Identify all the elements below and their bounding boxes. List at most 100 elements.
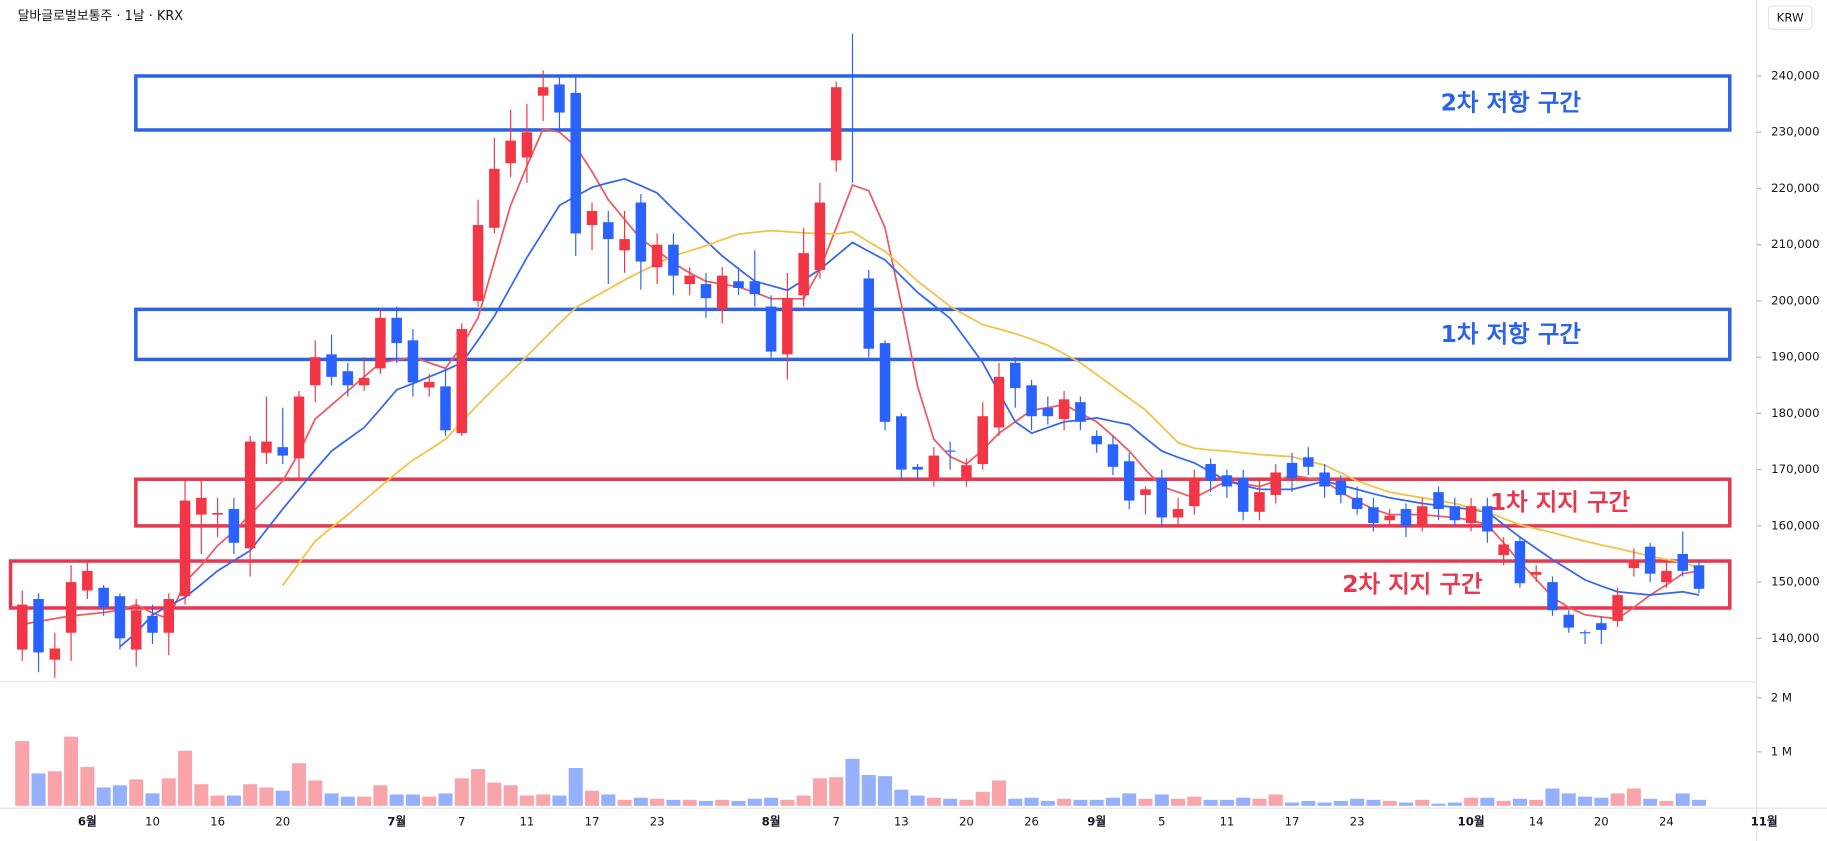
candle-body (668, 244, 679, 276)
candle-body (65, 582, 77, 633)
chart-title: 달바글로벌보통주 · 1날 · KRX (18, 9, 184, 24)
candle-body (1498, 544, 1509, 556)
axes: 240,000 230,000 220,000 210,000 200,000 190,0… (78, 68, 1820, 828)
zone-label: 1차 저항 구간 (1441, 320, 1582, 348)
candle-body (814, 202, 826, 271)
candle-body (1189, 478, 1200, 507)
candle-body (49, 648, 61, 660)
volume-bar (340, 796, 355, 806)
candle-body (1596, 623, 1607, 630)
volume-bar (259, 787, 274, 806)
candle-body (147, 615, 158, 633)
candle-body (1612, 595, 1623, 621)
volume-bar (1252, 798, 1267, 806)
volume-bar (1464, 797, 1479, 806)
volume-bar (47, 771, 62, 806)
x-tick-label: 5 (1158, 815, 1165, 829)
zone-label: 2차 지지 구간 (1342, 570, 1483, 598)
volume-bar (454, 778, 469, 806)
volume-bar (1187, 796, 1202, 806)
zone-box (134, 477, 1732, 528)
volume-bar (405, 794, 420, 806)
candle-body (749, 281, 761, 295)
volume-bar (845, 758, 860, 806)
volume-bar (324, 793, 339, 806)
candle-body (830, 87, 842, 161)
candle-body (782, 298, 793, 355)
candle-body (765, 306, 777, 352)
volume-bar (959, 799, 974, 806)
candle-body (310, 357, 321, 386)
candle-body (440, 386, 451, 431)
candle-body (1010, 362, 1021, 389)
candle-body (33, 598, 44, 653)
candle-body (554, 84, 565, 113)
volume-bar (682, 799, 697, 806)
volume-bar (731, 800, 746, 806)
candle-body (212, 512, 223, 515)
volume-bar (15, 741, 30, 806)
candle-body (684, 275, 695, 285)
currency-box[interactable] (1767, 5, 1813, 30)
volume-bar (715, 799, 730, 806)
volume-bar (1089, 799, 1104, 806)
volume-bar (1578, 796, 1593, 806)
x-tick-label: 17 (585, 815, 600, 829)
volume-bar (1154, 794, 1169, 806)
volume-bar (1643, 798, 1658, 806)
volume-bar (1398, 802, 1413, 806)
y-tick-label: 160,000 (1771, 518, 1819, 532)
currency-label[interactable]: KRW (1777, 11, 1804, 25)
x-tick-label: 7월 (387, 815, 406, 829)
candle-body (391, 317, 402, 344)
volume-bar (633, 797, 648, 806)
x-tick-label: 8월 (762, 815, 781, 829)
x-tick-label: 10 (145, 815, 160, 829)
volume-bar (1350, 798, 1365, 806)
candle-body (879, 343, 891, 422)
candle-body (375, 317, 386, 369)
volume-bar (1008, 798, 1023, 806)
candle-body (114, 596, 126, 639)
x-tick-label: 9월 (1087, 815, 1106, 829)
x-tick-label: 20 (275, 815, 290, 829)
candle-body (456, 329, 468, 434)
candle-body (1465, 506, 1477, 524)
volume-bar (1431, 803, 1446, 806)
volume-bar (894, 789, 909, 806)
volume-bar (210, 795, 225, 806)
candle-body (1368, 507, 1379, 524)
zone-box (134, 74, 1732, 132)
candle-body (635, 202, 647, 262)
volume-bar (487, 782, 502, 806)
volume-bar (1236, 797, 1251, 806)
volume-bar (601, 794, 616, 806)
volume-bar (1268, 794, 1283, 806)
candle-body (326, 354, 337, 377)
candle-body (1335, 480, 1347, 495)
volume-bar (357, 796, 372, 806)
volume-bar (471, 769, 486, 806)
candle-body (570, 92, 582, 234)
volume-bar (829, 777, 844, 806)
x-tick-label: 11 (1219, 815, 1234, 829)
candle-body (944, 450, 956, 452)
volume-bar (861, 775, 876, 806)
candle-body (521, 132, 533, 158)
y-tick-label: 170,000 (1771, 462, 1819, 476)
candle-body (489, 168, 500, 228)
volume-bar (129, 779, 144, 806)
candle-body (733, 281, 744, 288)
volume-bar (1496, 800, 1511, 806)
volume-bar (1610, 793, 1625, 806)
volume-bar (1317, 802, 1332, 806)
candle-body (82, 570, 93, 591)
volume-bar (1057, 798, 1072, 806)
candle-body (423, 381, 435, 388)
volume-bar (178, 750, 193, 806)
volume-bar (910, 795, 925, 806)
candle-body (293, 396, 305, 459)
candle-body (407, 340, 419, 383)
candle-body (1205, 464, 1216, 481)
x-tick-label: 23 (1350, 815, 1365, 829)
